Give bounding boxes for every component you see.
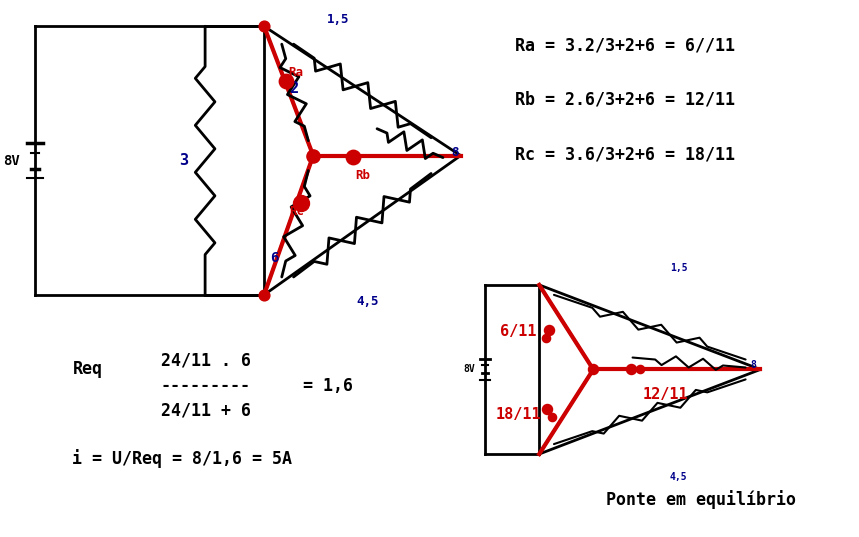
Text: 18/11: 18/11 xyxy=(496,407,542,422)
Point xyxy=(634,365,648,374)
Point xyxy=(307,151,320,160)
Point xyxy=(624,365,637,374)
Text: 6: 6 xyxy=(270,251,278,265)
Text: Rb: Rb xyxy=(356,169,370,182)
Text: Rb = 2.6/3+2+6 = 12/11: Rb = 2.6/3+2+6 = 12/11 xyxy=(515,91,734,109)
Point xyxy=(257,22,271,31)
Text: 3: 3 xyxy=(179,153,188,168)
Point xyxy=(542,325,556,334)
Text: 24/11 + 6: 24/11 + 6 xyxy=(161,401,251,419)
Text: Rc = 3.6/3+2+6 = 18/11: Rc = 3.6/3+2+6 = 18/11 xyxy=(515,146,734,164)
Text: 4,5: 4,5 xyxy=(356,295,379,308)
Text: 24/11 . 6: 24/11 . 6 xyxy=(161,352,251,369)
Text: Ponte em equilíbrio: Ponte em equilíbrio xyxy=(606,490,796,509)
Text: 1,5: 1,5 xyxy=(326,13,349,26)
Text: 6/11: 6/11 xyxy=(500,324,536,339)
Point xyxy=(279,77,293,85)
Point xyxy=(587,365,600,374)
Text: 8: 8 xyxy=(451,146,459,159)
Text: 8: 8 xyxy=(751,360,757,371)
Text: 8V: 8V xyxy=(464,365,475,374)
Text: Rc: Rc xyxy=(289,205,305,219)
Text: Ra = 3.2/3+2+6 = 6//11: Ra = 3.2/3+2+6 = 6//11 xyxy=(515,36,734,54)
Text: 1,5: 1,5 xyxy=(670,263,687,273)
Point xyxy=(540,405,554,413)
Text: = 1,6: = 1,6 xyxy=(303,378,353,395)
Text: 12/11: 12/11 xyxy=(643,387,688,402)
Text: i = U/Req = 8/1,6 = 5A: i = U/Req = 8/1,6 = 5A xyxy=(72,449,292,468)
Point xyxy=(345,153,359,161)
Point xyxy=(295,199,308,208)
Text: ---------: --------- xyxy=(161,378,251,395)
Text: Ra: Ra xyxy=(289,66,303,79)
Point xyxy=(257,291,271,299)
Point xyxy=(539,333,553,342)
Text: 8V: 8V xyxy=(3,154,20,168)
Point xyxy=(545,413,559,422)
Text: Req: Req xyxy=(72,360,102,378)
Text: 2: 2 xyxy=(289,82,298,97)
Text: 4,5: 4,5 xyxy=(670,472,687,482)
